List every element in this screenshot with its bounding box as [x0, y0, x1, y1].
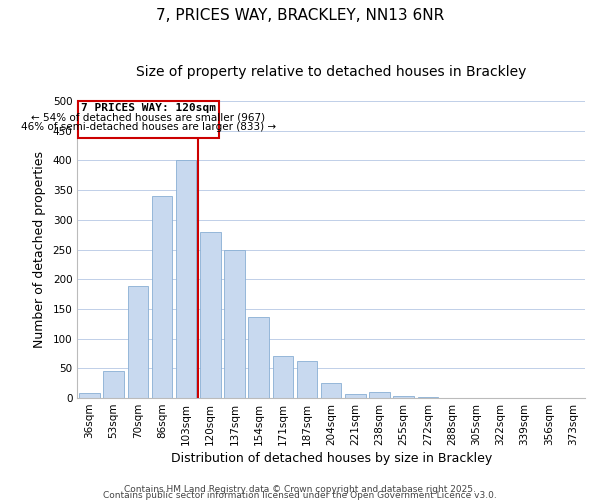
- Title: Size of property relative to detached houses in Brackley: Size of property relative to detached ho…: [136, 65, 526, 79]
- Text: 7, PRICES WAY, BRACKLEY, NN13 6NR: 7, PRICES WAY, BRACKLEY, NN13 6NR: [156, 8, 444, 22]
- Bar: [272, 356, 293, 398]
- Bar: [248, 316, 269, 398]
- Text: Contains HM Land Registry data © Crown copyright and database right 2025.: Contains HM Land Registry data © Crown c…: [124, 484, 476, 494]
- Bar: [297, 361, 317, 398]
- Text: ← 54% of detached houses are smaller (967): ← 54% of detached houses are smaller (96…: [31, 113, 266, 123]
- Y-axis label: Number of detached properties: Number of detached properties: [33, 151, 46, 348]
- Bar: [200, 232, 221, 398]
- X-axis label: Distribution of detached houses by size in Brackley: Distribution of detached houses by size …: [170, 452, 492, 465]
- Bar: [79, 394, 100, 398]
- FancyBboxPatch shape: [78, 101, 219, 138]
- Bar: [224, 250, 245, 398]
- Bar: [128, 286, 148, 398]
- Bar: [103, 370, 124, 398]
- Bar: [152, 196, 172, 398]
- Bar: [345, 394, 365, 398]
- Text: Contains public sector information licensed under the Open Government Licence v3: Contains public sector information licen…: [103, 490, 497, 500]
- Bar: [176, 160, 196, 398]
- Bar: [369, 392, 390, 398]
- Bar: [321, 383, 341, 398]
- Text: 7 PRICES WAY: 120sqm: 7 PRICES WAY: 120sqm: [81, 104, 216, 114]
- Text: 46% of semi-detached houses are larger (833) →: 46% of semi-detached houses are larger (…: [21, 122, 276, 132]
- Bar: [394, 396, 414, 398]
